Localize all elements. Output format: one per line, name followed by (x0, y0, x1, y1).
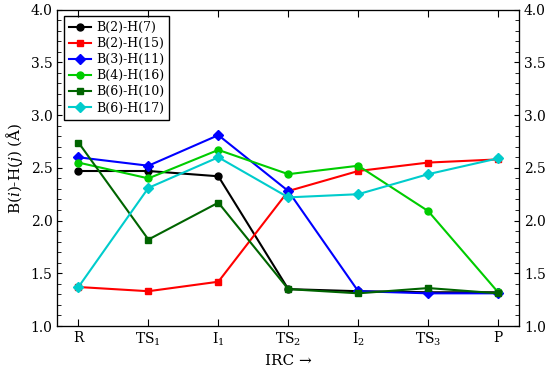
B(2)-H(15) (215, 279, 222, 284)
B(2)-H(15) (355, 169, 361, 173)
B(2)-H(15) (285, 189, 292, 193)
B(4)-H(16) (75, 160, 82, 165)
B(3)-H(11) (145, 164, 152, 168)
B(2)-H(7) (75, 169, 82, 173)
B(6)-H(17) (355, 192, 361, 196)
B(2)-H(7) (495, 290, 502, 295)
B(2)-H(7) (215, 174, 222, 179)
B(6)-H(10) (145, 237, 152, 242)
B(4)-H(16) (285, 172, 292, 176)
Line: B(4)-H(16): B(4)-H(16) (75, 147, 502, 296)
B(6)-H(17) (75, 285, 82, 289)
B(6)-H(10) (215, 201, 222, 205)
B(4)-H(16) (145, 176, 152, 181)
Line: B(6)-H(10): B(6)-H(10) (75, 139, 502, 297)
B(4)-H(16) (215, 148, 222, 152)
B(4)-H(16) (425, 209, 431, 213)
B(3)-H(11) (75, 155, 82, 160)
B(6)-H(17) (215, 155, 222, 160)
B(3)-H(11) (495, 291, 502, 296)
B(6)-H(17) (285, 195, 292, 200)
B(3)-H(11) (285, 189, 292, 193)
B(3)-H(11) (425, 291, 431, 296)
B(2)-H(15) (425, 160, 431, 165)
B(6)-H(10) (495, 291, 502, 296)
B(2)-H(15) (145, 289, 152, 294)
B(2)-H(15) (495, 157, 502, 162)
B(6)-H(10) (425, 286, 431, 290)
X-axis label: IRC →: IRC → (265, 354, 312, 368)
Line: B(3)-H(11): B(3)-H(11) (75, 132, 502, 297)
B(6)-H(17) (425, 172, 431, 176)
B(3)-H(11) (215, 133, 222, 137)
B(4)-H(16) (355, 164, 361, 168)
B(6)-H(10) (355, 291, 361, 296)
B(2)-H(7) (285, 287, 292, 291)
Y-axis label: B($i$)-H($j$) (Å): B($i$)-H($j$) (Å) (4, 122, 25, 214)
B(6)-H(17) (495, 156, 502, 161)
B(6)-H(10) (285, 287, 292, 291)
B(6)-H(10) (75, 140, 82, 145)
B(2)-H(7) (355, 289, 361, 294)
Legend: B(2)-H(7), B(2)-H(15), B(3)-H(11), B(4)-H(16), B(6)-H(10), B(6)-H(17): B(2)-H(7), B(2)-H(15), B(3)-H(11), B(4)-… (64, 16, 169, 119)
Line: B(2)-H(15): B(2)-H(15) (75, 156, 502, 295)
Line: B(2)-H(7): B(2)-H(7) (75, 167, 502, 296)
B(2)-H(7) (425, 290, 431, 295)
B(2)-H(15) (75, 285, 82, 289)
Line: B(6)-H(17): B(6)-H(17) (75, 154, 502, 291)
B(2)-H(7) (145, 169, 152, 173)
B(3)-H(11) (355, 289, 361, 294)
B(4)-H(16) (495, 290, 502, 295)
B(6)-H(17) (145, 186, 152, 190)
